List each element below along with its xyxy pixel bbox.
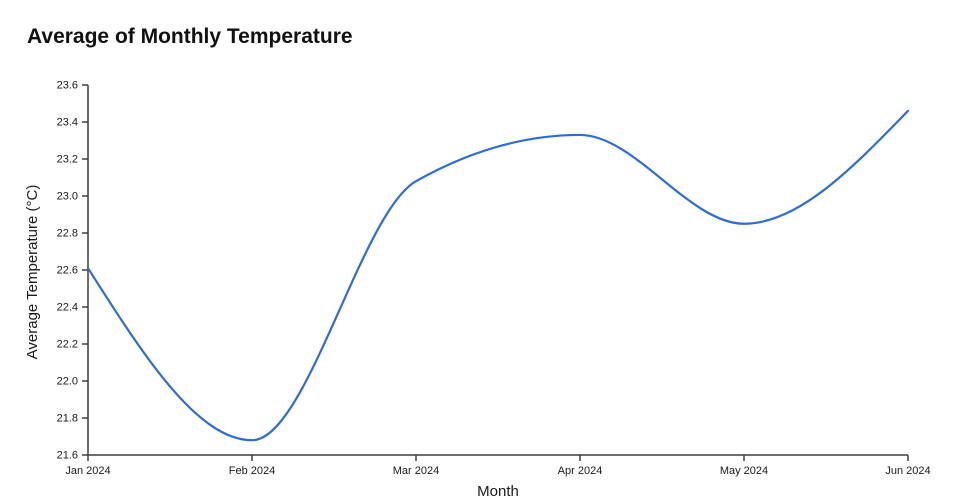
- y-tick-label: 21.6: [57, 450, 78, 462]
- y-tick-label: 23.2: [57, 154, 78, 166]
- y-tick-label: 22.6: [57, 265, 78, 277]
- y-tick-label: 22.2: [57, 339, 78, 351]
- x-tick-label: Apr 2024: [558, 465, 603, 477]
- x-tick-label: May 2024: [720, 465, 768, 477]
- y-tick-label: 21.8: [57, 413, 78, 425]
- y-axis-title: Average Temperature (°C): [24, 185, 41, 360]
- x-tick-label: Mar 2024: [393, 465, 439, 477]
- x-tick-label: Feb 2024: [229, 465, 275, 477]
- y-tick-label: 22.8: [57, 228, 78, 240]
- chart-title: Average of Monthly Temperature: [27, 25, 353, 48]
- y-axis-ticks: 21.6 21.8 22.0 22.2 22.4 22.6 22.8 23.0 23.2 23.4…: [57, 80, 88, 462]
- x-axis-title: Month: [477, 483, 519, 500]
- y-tick-label: 23.6: [57, 80, 78, 92]
- temperature-line: [86, 109, 910, 442]
- y-tick-label: 22.0: [57, 376, 78, 388]
- axis-spines: [87, 85, 908, 456]
- x-axis-ticks: Jan 2024 Feb 2024 Mar 2024 Apr 2024 May 2024…: [65, 455, 931, 477]
- y-tick-label: 23.0: [57, 191, 78, 203]
- x-tick-label: Jan 2024: [65, 465, 110, 477]
- y-tick-label: 23.4: [57, 117, 78, 129]
- x-tick-label: Jun 2024: [885, 465, 930, 477]
- y-tick-label: 22.4: [57, 302, 78, 314]
